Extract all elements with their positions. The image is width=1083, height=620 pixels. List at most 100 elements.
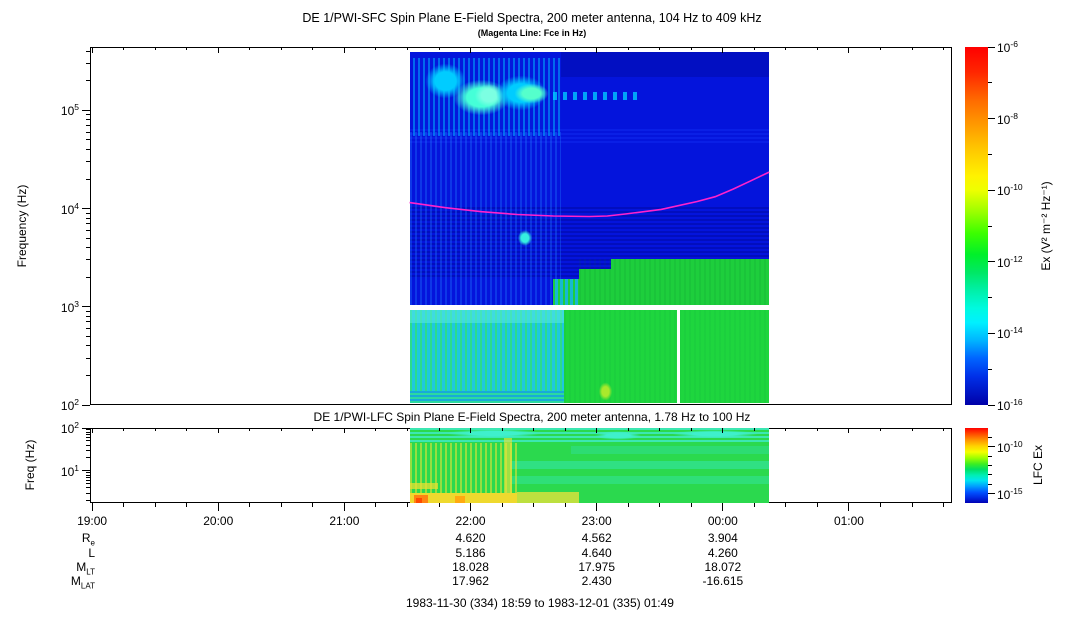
spectrogram-feature <box>515 228 534 248</box>
x-tick <box>312 47 314 50</box>
colorbar-tick <box>988 118 995 120</box>
x-tick <box>753 47 755 50</box>
x-tick <box>438 503 440 507</box>
sfc-subtitle: (Magenta Line: Fce in Hz) <box>477 28 587 38</box>
x-tick <box>596 47 598 53</box>
colorbar-tick-label: 10-6 <box>997 39 1018 55</box>
x-tick <box>659 503 661 507</box>
y-tick <box>86 457 90 459</box>
spectrogram-feature <box>589 430 647 441</box>
x-tick <box>785 47 787 50</box>
x-tick <box>911 47 913 50</box>
y-tick <box>86 119 90 121</box>
x-tick-label: 22:00 <box>455 514 486 528</box>
y-tick <box>86 315 90 317</box>
colorbar-tick-label: 10-14 <box>997 325 1023 342</box>
ephemeris-row-label: L <box>88 546 95 560</box>
colorbar-tick <box>988 225 992 227</box>
spectrogram-feature <box>416 497 423 503</box>
x-tick <box>343 503 345 511</box>
spectrogram-feature <box>409 310 565 404</box>
x-tick <box>280 503 282 507</box>
spectrogram-feature <box>610 258 770 305</box>
x-tick <box>470 503 472 511</box>
y-tick <box>86 431 90 433</box>
y-tick <box>86 217 90 219</box>
y-tick <box>86 139 90 141</box>
y-tick <box>86 492 90 494</box>
colorbar-tick <box>988 82 992 84</box>
sfc-y-axis-label: Frequency (Hz) <box>15 184 29 268</box>
ephemeris-value: 17.962 <box>452 574 489 588</box>
y-tick <box>86 62 90 64</box>
x-tick <box>911 428 913 431</box>
x-tick <box>217 428 219 433</box>
x-tick <box>154 503 156 507</box>
ephemeris-row-label: MLAT <box>70 574 95 591</box>
y-tick <box>86 449 90 451</box>
x-tick <box>123 428 125 431</box>
colorbar-tick <box>988 493 995 495</box>
spectrogram-feature <box>409 132 561 305</box>
x-tick <box>186 503 188 507</box>
x-tick <box>848 503 850 511</box>
y-tick <box>86 476 90 478</box>
colorbar-tick <box>988 483 992 485</box>
spectrogram-feature <box>434 428 554 440</box>
x-tick <box>848 428 850 433</box>
y-tick-label: 104 <box>60 200 79 217</box>
x-tick <box>659 47 661 50</box>
spectrogram-feature <box>560 52 770 77</box>
x-tick <box>627 47 629 50</box>
spectrogram-feature <box>409 483 439 489</box>
x-tick <box>690 428 692 431</box>
colorbar-tick <box>988 261 995 263</box>
x-tick <box>596 428 598 433</box>
colorbar-tick-label: 10-10 <box>997 182 1023 199</box>
y-tick <box>86 310 90 312</box>
colorbar-tick <box>988 332 995 334</box>
x-tick <box>690 47 692 50</box>
ephemeris-value: 4.620 <box>455 531 486 545</box>
spectrogram-feature <box>564 310 770 404</box>
x-tick <box>848 47 850 53</box>
y-tick <box>86 148 90 150</box>
y-tick <box>86 500 90 502</box>
x-tick <box>501 47 503 50</box>
colorbar-tick <box>988 436 992 438</box>
x-tick <box>375 503 377 507</box>
x-tick <box>722 503 724 511</box>
x-tick <box>217 47 219 53</box>
y-tick <box>82 306 90 308</box>
x-tick <box>280 47 282 50</box>
spectrogram-feature <box>409 390 565 404</box>
y-tick <box>86 80 90 82</box>
x-tick <box>659 428 661 431</box>
x-tick <box>564 428 566 431</box>
x-tick <box>753 503 755 507</box>
x-tick <box>533 503 535 507</box>
colorbar-tick-label: 10-16 <box>997 397 1023 413</box>
y-tick <box>86 345 90 347</box>
y-tick <box>86 125 90 127</box>
x-tick <box>564 503 566 507</box>
x-tick <box>596 503 598 511</box>
y-tick <box>86 328 90 330</box>
colorbar-tick <box>988 189 995 191</box>
spectrogram-feature <box>517 492 579 503</box>
y-tick <box>86 131 90 133</box>
x-tick <box>123 47 125 50</box>
x-tick <box>816 428 818 431</box>
colorbar-tick <box>988 46 995 48</box>
y-tick <box>86 178 90 180</box>
colorbar-tick <box>988 465 992 466</box>
x-tick <box>91 428 93 433</box>
y-tick <box>86 434 90 436</box>
colorbar-tick <box>988 446 995 448</box>
colorbar-tick-label: 10-8 <box>997 110 1018 127</box>
y-tick-label: 105 <box>60 102 79 119</box>
sfc-title: DE 1/PWI-SFC Spin Plane E-Field Spectra,… <box>302 11 762 25</box>
y-tick-label: 102 <box>60 397 79 413</box>
colorbar-tick <box>988 474 992 476</box>
